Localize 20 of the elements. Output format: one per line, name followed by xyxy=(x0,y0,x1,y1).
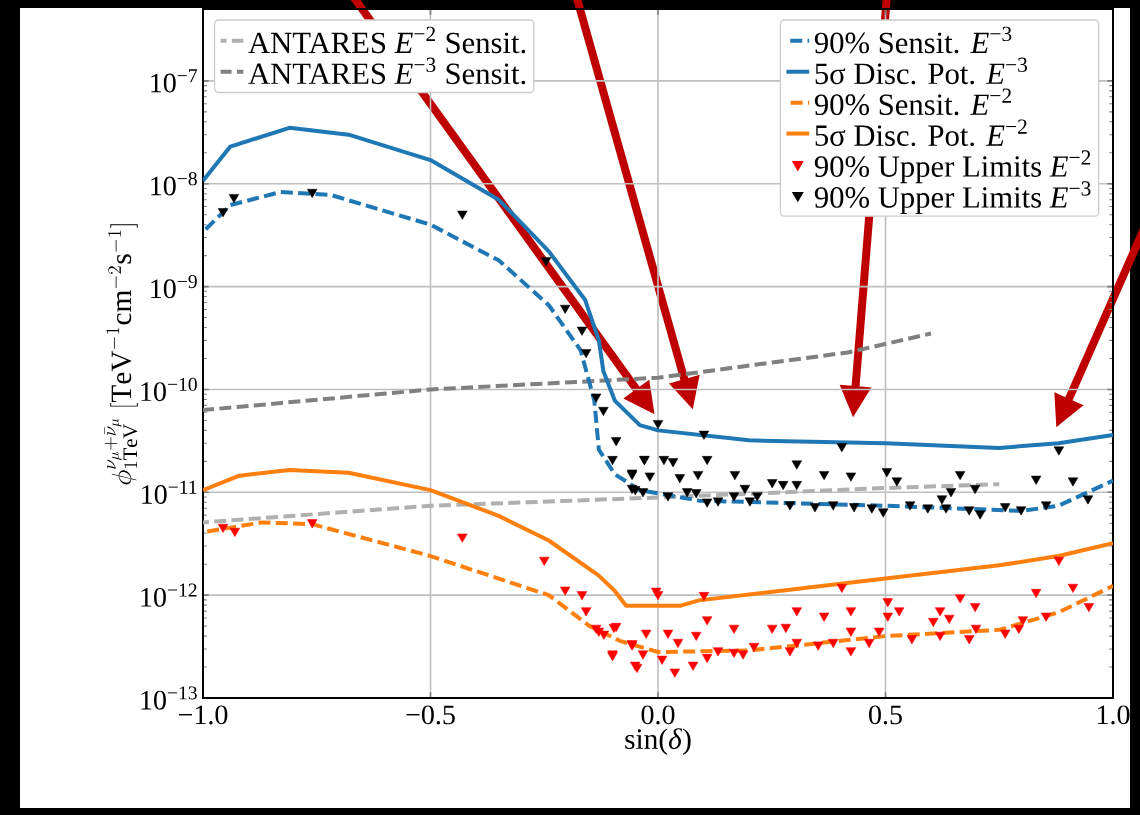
legend-label: ANTARES E$^{−3}$ Sensit. xyxy=(248,57,526,85)
line-series xyxy=(203,482,1002,525)
x-axis-title: sin(δ) xyxy=(625,728,691,755)
x-tick-label: 0.5 xyxy=(869,705,902,725)
y-tick-label: 10$^{−9}$ xyxy=(151,274,197,299)
y-tick-label: 10$^{−11}$ xyxy=(142,480,197,504)
y-tick-label: 10$^{−10}$ xyxy=(141,377,197,402)
x-tick-label: −0.5 xyxy=(406,705,455,725)
legend-label: 90% Sensit. E$^{−3}$ xyxy=(814,26,1012,54)
x-tick-label: 0.0 xyxy=(641,705,675,725)
line-series xyxy=(203,467,1114,608)
legend-label: 90% Sensit. E$^{−2}$ xyxy=(814,88,1011,116)
y-axis-title: $\phi^{\nu_\mu+\bar{\nu}_\mu}_{1\mathrm{TeV}}\ [\mathrm{TeV}^{-1}\mathrm{cm}^{-2}\mathrm{s}^{-1}]$ xyxy=(104,224,138,485)
x-tick-label: 1.0 xyxy=(1097,705,1130,725)
y-tick-label: 10$^{−7}$ xyxy=(151,69,198,93)
y-tick-label: 10$^{−12}$ xyxy=(141,583,197,607)
y-tick-label: 10$^{−8}$ xyxy=(151,172,197,196)
legend-label: 5σ Disc. Pot. E$^{−3}$ xyxy=(815,57,1028,85)
legend-label: 5σ Disc. Pot. E$^{−2}$ xyxy=(815,119,1027,147)
legend-label: ANTARES E$^{−2}$ Sensit. xyxy=(248,26,526,54)
